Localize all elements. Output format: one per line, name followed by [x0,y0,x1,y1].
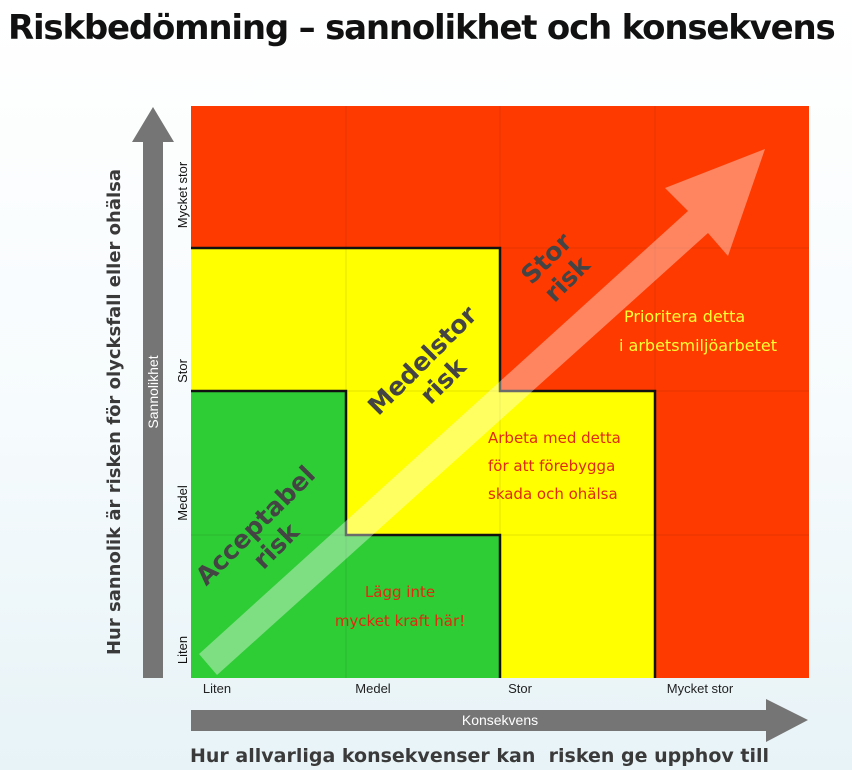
x-axis-arrow-icon [191,699,808,742]
x-tick-mycket-stor: Mycket stor [667,681,734,696]
y-tick-medel: Medel [175,485,190,521]
x-axis-arrow-label: Konsekvens [462,712,538,728]
y-axis-arrow-label: Sannolikhet [145,355,161,428]
y-tick-liten: Liten [175,636,190,664]
matrix-grid [191,106,809,678]
note-large-line1: Prioritera detta [624,307,745,326]
diagonal-risk-arrow-icon [199,149,765,675]
x-tick-liten: Liten [203,681,231,696]
y-tick-mycket-stor: Mycket stor [175,161,190,228]
y-tick-stor: Stor [175,358,190,383]
note-large-line2: i arbetsmiljöarbetet [619,336,777,355]
page-title: Riskbedömning – sannolikhet och konsekve… [8,8,836,48]
y-axis-question: Hur sannolik är risken för olycksfall el… [104,169,125,655]
yellow-zone-border [191,246,657,678]
x-tick-stor: Stor [508,681,533,696]
x-axis-question: Hur allvarliga konsekvenser kan risken g… [190,745,769,767]
note-acceptable-line2: mycket kraft här! [335,612,465,630]
note-acceptable-line1: Lägg inte [365,583,435,601]
green-zone-border [191,389,502,678]
x-tick-medel: Medel [355,681,391,696]
note-medium-line1: Arbeta med detta [488,429,621,447]
y-axis-arrow-icon [132,107,174,678]
note-medium-line3: skada och ohälsa [488,485,618,503]
note-medium-line2: för att förebygga [488,457,615,475]
